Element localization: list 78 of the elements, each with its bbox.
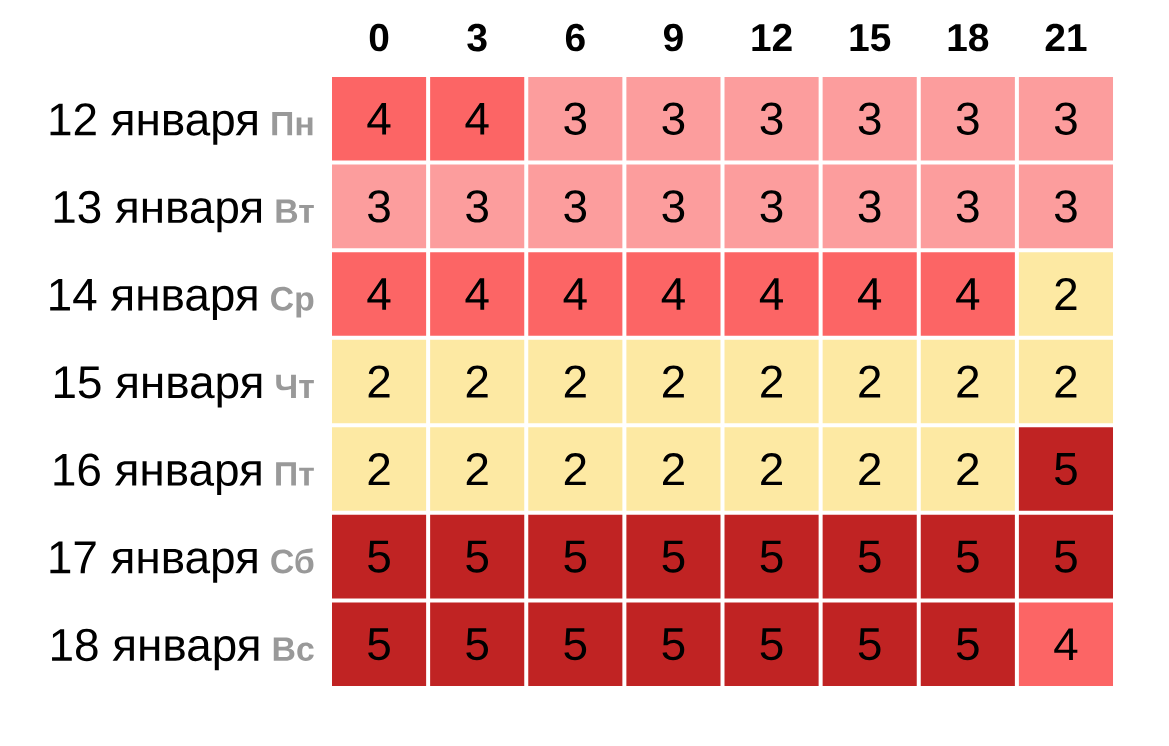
data-label: 4	[367, 278, 391, 310]
data-label: 2	[957, 453, 979, 486]
x-tick-label: 12	[752, 23, 792, 51]
data-label: 5	[858, 628, 881, 661]
data-label: 3	[662, 190, 685, 223]
data-label: 4	[367, 103, 391, 135]
x-tick-label: 3	[467, 23, 487, 52]
y2-tick-label: Ср	[271, 286, 314, 318]
y-tick-label: 12 января	[50, 103, 257, 145]
x-tick-label: 21	[1045, 23, 1087, 51]
data-label: 3	[368, 190, 390, 223]
data-label: 3	[662, 102, 685, 136]
data-label: 3	[760, 102, 783, 136]
data-label: 5	[1055, 540, 1077, 573]
data-label: 4	[465, 278, 489, 310]
y-tick-label: 13 января	[54, 190, 262, 233]
data-label: 2	[466, 365, 488, 398]
data-label: 4	[858, 278, 882, 310]
data-label: 2	[564, 453, 586, 486]
data-label: 2	[1055, 277, 1077, 310]
data-label: 2	[957, 365, 979, 398]
data-label: 2	[859, 365, 881, 398]
y-tick-label: 18 января	[52, 628, 259, 671]
data-label: 2	[368, 365, 390, 398]
data-label: 2	[564, 365, 586, 398]
data-label: 2	[761, 365, 783, 398]
data-label: 5	[564, 628, 587, 661]
data-label: 3	[858, 190, 881, 223]
data-label: 2	[663, 365, 684, 398]
data-label: 5	[564, 540, 587, 573]
data-label: 2	[761, 453, 783, 486]
data-label: 3	[1054, 190, 1077, 223]
x-tick-label: 6	[565, 23, 585, 52]
y2-tick-label: Пт	[276, 462, 314, 486]
data-label: 2	[466, 453, 488, 486]
data-label: 4	[661, 278, 685, 310]
data-label: 5	[956, 540, 979, 573]
data-label: 3	[564, 190, 587, 223]
y-tick-label: 15 января	[54, 366, 262, 408]
x-tick-label: 15	[850, 24, 891, 52]
data-label: 3	[1054, 102, 1077, 136]
data-label: 4	[956, 278, 980, 310]
data-label: 2	[859, 453, 881, 486]
y-tick-label: 17 января	[50, 541, 257, 583]
data-label: 5	[1055, 453, 1077, 486]
data-label: 3	[760, 190, 783, 223]
data-label: 3	[564, 102, 587, 136]
y2-tick-label: Пн	[272, 111, 313, 136]
data-label: 5	[466, 540, 489, 573]
y2-tick-label: Сб	[271, 548, 314, 574]
data-label: 5	[760, 540, 783, 573]
data-label: 3	[858, 102, 881, 136]
data-label: 2	[663, 453, 684, 486]
y-tick-label: 16 января	[54, 453, 261, 496]
y2-tick-label: Вс	[273, 637, 314, 662]
data-label: 2	[368, 453, 390, 486]
data-label: 4	[563, 278, 587, 310]
x-tick-label: 9	[663, 23, 683, 52]
data-label: 5	[956, 628, 979, 661]
data-label: 5	[466, 628, 489, 661]
y2-tick-label: Вт	[276, 199, 314, 223]
data-label: 5	[858, 540, 881, 573]
data-label: 4	[759, 278, 783, 310]
data-label: 5	[760, 628, 783, 661]
data-label: 3	[956, 190, 979, 223]
data-label: 5	[662, 540, 685, 573]
x-tick-label: 18	[948, 23, 989, 52]
data-label: 5	[368, 628, 390, 661]
x-tick-label: 0	[369, 23, 389, 52]
y2-tick-label: Чт	[276, 374, 314, 398]
data-label: 2	[1055, 365, 1077, 398]
data-label: 4	[465, 103, 489, 135]
data-label: 3	[466, 190, 488, 223]
data-label: 3	[956, 102, 979, 136]
data-label: 5	[368, 540, 390, 573]
data-label: 5	[662, 628, 685, 661]
data-label: 4	[1054, 628, 1078, 660]
y-tick-label: 14 января	[50, 278, 257, 320]
